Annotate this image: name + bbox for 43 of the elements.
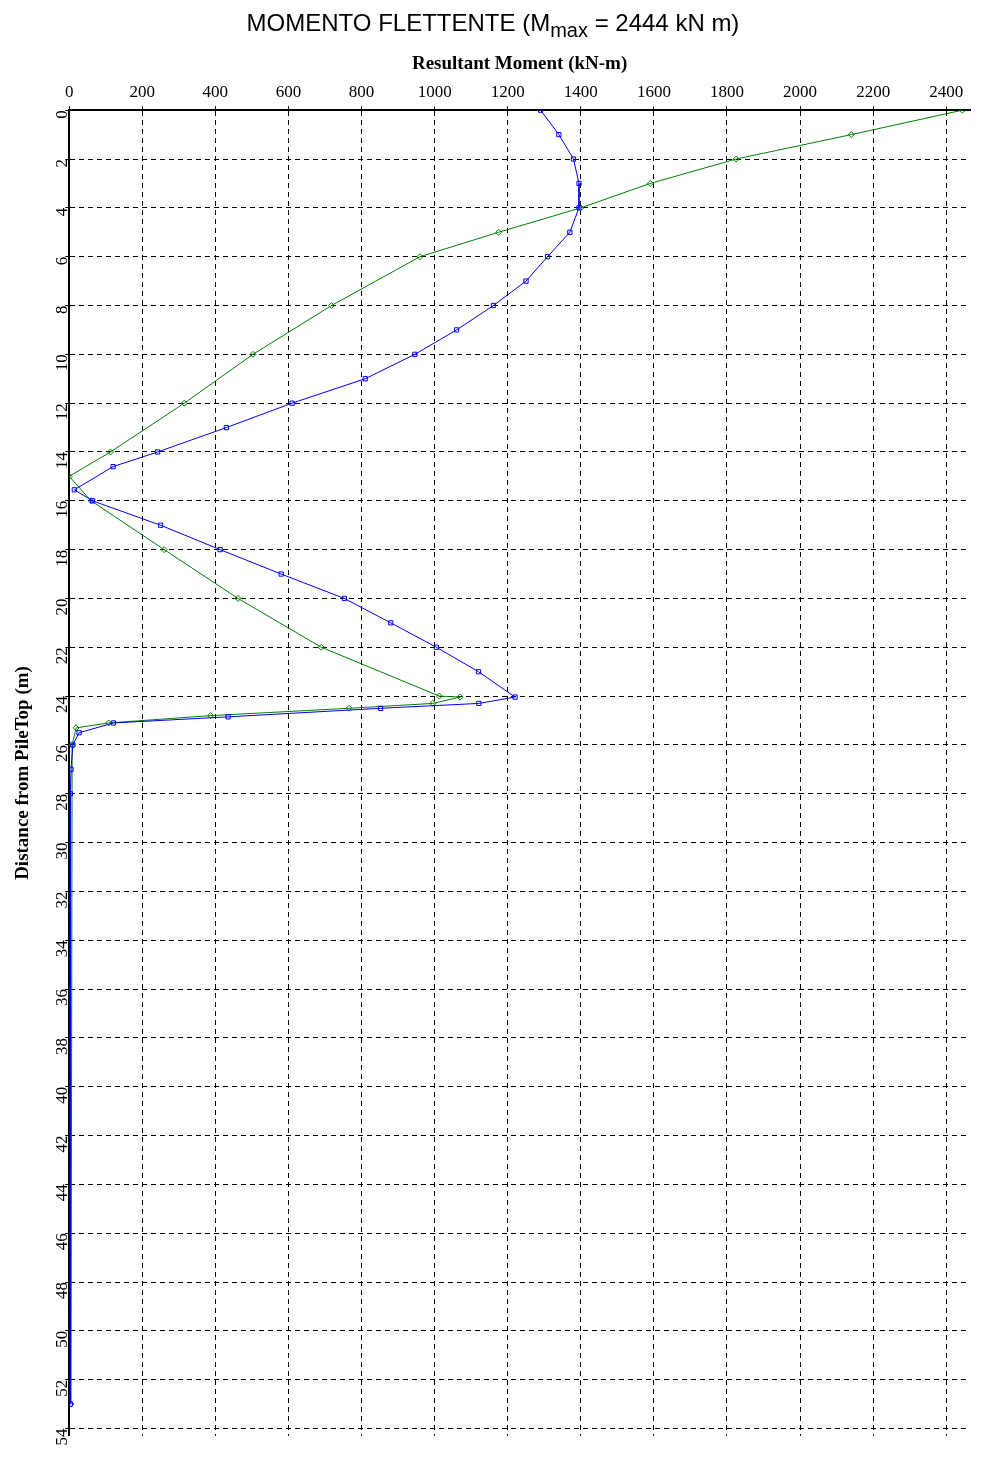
y-tick-label: 8	[51, 305, 71, 314]
y-tick-label: 50	[51, 1330, 71, 1348]
y-tick-label: 24	[51, 695, 71, 713]
y-tick-label: 44	[51, 1183, 71, 1202]
x-tick-label: 2000	[783, 82, 818, 102]
y-tick-label: 0	[51, 110, 71, 119]
y-tick-label: 38	[51, 1037, 71, 1055]
y-tick-label: 36	[51, 988, 71, 1006]
x-tick-label: 1200	[490, 82, 525, 102]
y-tick-label: 30	[51, 842, 71, 860]
y-tick-label: 12	[51, 402, 71, 420]
x-tick-label: 2200	[856, 82, 891, 102]
y-tick-label: 4	[51, 207, 71, 217]
x-tick-label: 400	[202, 82, 229, 102]
y-tick-label: 16	[51, 500, 71, 518]
y-tick-label: 52	[51, 1379, 71, 1397]
y-tick-label: 2	[51, 158, 71, 168]
y-tick-label: 54	[51, 1427, 71, 1446]
y-tick-label: 34	[51, 939, 71, 958]
x-tick-label: 1400	[563, 82, 598, 102]
x-tick-label: 800	[348, 82, 375, 102]
x-tick-label: 2400	[929, 82, 964, 102]
x-axis-title: Resultant Moment (kN-m)	[411, 52, 628, 75]
x-tick-label: 200	[129, 82, 156, 102]
x-tick-label: 1600	[636, 82, 671, 102]
x-tick-label: 600	[275, 82, 302, 102]
y-tick-label: 6	[51, 256, 71, 265]
x-tick-label: 1000	[417, 82, 452, 102]
y-tick-label: 32	[51, 891, 71, 909]
y-tick-label: 46	[51, 1232, 71, 1250]
y-tick-label: 22	[51, 647, 71, 665]
x-tick-label: 1800	[709, 82, 744, 102]
y-tick-label: 10	[51, 354, 71, 372]
y-tick-label: 26	[51, 744, 71, 762]
y-tick-label: 40	[51, 1086, 71, 1104]
y-axis-title: Distance from PileTop (m)	[11, 665, 34, 880]
y-tick-label: 20	[51, 598, 71, 616]
y-tick-label: 14	[51, 451, 71, 469]
y-tick-label: 28	[51, 793, 71, 811]
chart-title: MOMENTO FLETTENTE (M$_{max}$ = 2444 kN m)	[245, 8, 741, 43]
y-tick-label: 48	[51, 1281, 71, 1299]
y-tick-label: 42	[51, 1135, 71, 1153]
y-tick-label: 18	[51, 549, 71, 567]
